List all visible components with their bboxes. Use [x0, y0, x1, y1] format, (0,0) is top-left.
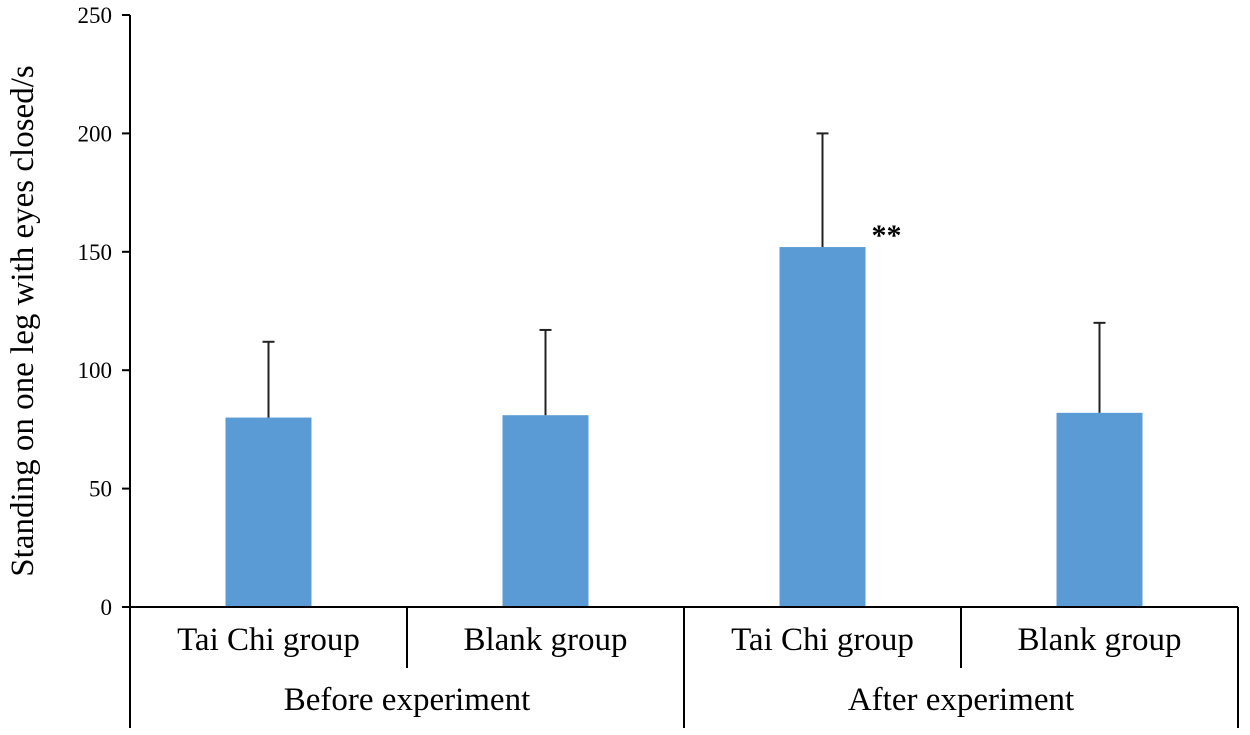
- bar: [502, 415, 589, 607]
- y-axis-title: Standing on one leg with eyes closed/s: [5, 65, 41, 576]
- x-group-label: Before experiment: [284, 682, 530, 718]
- x-category-label: Blank group: [463, 622, 627, 658]
- labels-layer: Tai Chi group Blank group Tai Chi group Bla…: [177, 219, 1181, 718]
- x-group-label: After experiment: [848, 682, 1074, 718]
- x-category-label: Tai Chi group: [731, 622, 914, 658]
- x-category-label: Blank group: [1017, 622, 1181, 658]
- bar: [1056, 412, 1143, 607]
- y-tick-label: 150: [78, 240, 113, 265]
- bar: [779, 247, 866, 607]
- error-bars-layer: [262, 132, 1106, 418]
- x-category-label: Tai Chi group: [177, 622, 360, 658]
- significance-marker: **: [872, 219, 902, 252]
- y-tick-label: 250: [78, 3, 113, 28]
- y-tick-label: 100: [78, 358, 113, 383]
- bars-layer: [225, 247, 1143, 607]
- axes-layer: 0 50 100 150 200 250: [78, 3, 1239, 728]
- y-tick-label: 50: [89, 477, 112, 502]
- y-tick-label: 200: [78, 121, 113, 146]
- bar: [225, 417, 312, 607]
- y-tick-label: 0: [101, 595, 113, 620]
